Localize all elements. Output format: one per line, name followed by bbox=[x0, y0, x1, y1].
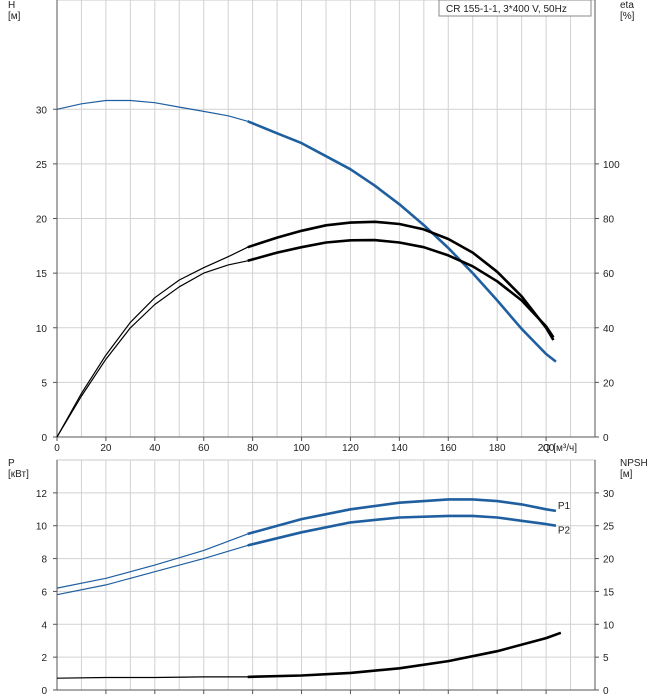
y-axis-label: P bbox=[8, 458, 15, 469]
y2-axis-unit: [м] bbox=[620, 469, 633, 480]
x-tick-label: 160 bbox=[440, 443, 457, 454]
y2-tick-label: 40 bbox=[603, 324, 615, 335]
y2-axis-unit: [%] bbox=[620, 11, 635, 22]
y-axis-unit: [кВт] bbox=[8, 469, 29, 480]
series-line-operating-range bbox=[247, 498, 557, 536]
x-tick-label: 100 bbox=[293, 443, 310, 454]
y2-axis-label: eta bbox=[620, 0, 634, 11]
x-tick-label: 80 bbox=[247, 443, 259, 454]
x-axis-label: Q [м³/ч] bbox=[543, 443, 578, 454]
x-tick-label: 20 bbox=[100, 443, 112, 454]
series-line-operating-range bbox=[247, 120, 557, 363]
y2-tick-label: 0 bbox=[603, 433, 609, 444]
y-tick-label: 5 bbox=[41, 378, 47, 389]
y2-tick-label: 60 bbox=[603, 269, 615, 280]
series-label: P1 bbox=[558, 501, 571, 512]
y2-tick-label: 80 bbox=[603, 215, 615, 226]
y-tick-label: 30 bbox=[36, 105, 48, 116]
y-tick-label: 10 bbox=[36, 522, 48, 533]
x-tick-label: 40 bbox=[149, 443, 161, 454]
y-tick-label: 0 bbox=[41, 686, 47, 697]
y-axis-label: H bbox=[8, 0, 15, 11]
x-tick-label: 60 bbox=[198, 443, 210, 454]
series-line-operating-range bbox=[247, 514, 557, 547]
series-line-operating-range bbox=[247, 631, 562, 679]
y2-tick-label: 5 bbox=[603, 653, 609, 664]
y-tick-label: 2 bbox=[41, 653, 47, 664]
y2-tick-label: 20 bbox=[603, 378, 615, 389]
series-line-operating-range bbox=[247, 220, 555, 341]
series-line-operating-range bbox=[247, 238, 555, 339]
title-box bbox=[438, 0, 592, 17]
x-tick-label: 140 bbox=[391, 443, 408, 454]
x-tick-label: 0 bbox=[54, 443, 60, 454]
y2-tick-label: 10 bbox=[603, 620, 615, 631]
y2-axis-label: NPSH bbox=[620, 458, 648, 469]
y-tick-label: 8 bbox=[41, 555, 47, 566]
y-tick-label: 0 bbox=[41, 433, 47, 444]
chart-title: CR 155-1-1, 3*400 V, 50Hz bbox=[446, 4, 567, 15]
y2-tick-label: 30 bbox=[603, 489, 615, 500]
y-tick-label: 15 bbox=[36, 269, 48, 280]
y-tick-label: 12 bbox=[36, 489, 48, 500]
y2-tick-label: 0 bbox=[603, 686, 609, 697]
y-tick-label: 6 bbox=[41, 587, 47, 598]
y-tick-label: 25 bbox=[36, 160, 48, 171]
y-tick-label: 4 bbox=[41, 620, 47, 631]
y2-tick-label: 25 bbox=[603, 522, 615, 533]
x-tick-label: 200 bbox=[538, 443, 555, 454]
y2-tick-label: 15 bbox=[603, 587, 615, 598]
series-label: P2 bbox=[558, 526, 571, 537]
y-tick-label: 10 bbox=[36, 324, 48, 335]
x-tick-label: 120 bbox=[342, 443, 359, 454]
x-tick-label: 180 bbox=[489, 443, 506, 454]
y2-tick-label: 100 bbox=[603, 160, 620, 171]
y-axis-unit: [м] bbox=[8, 11, 21, 22]
y2-tick-label: 20 bbox=[603, 555, 615, 566]
y-tick-label: 20 bbox=[36, 215, 48, 226]
